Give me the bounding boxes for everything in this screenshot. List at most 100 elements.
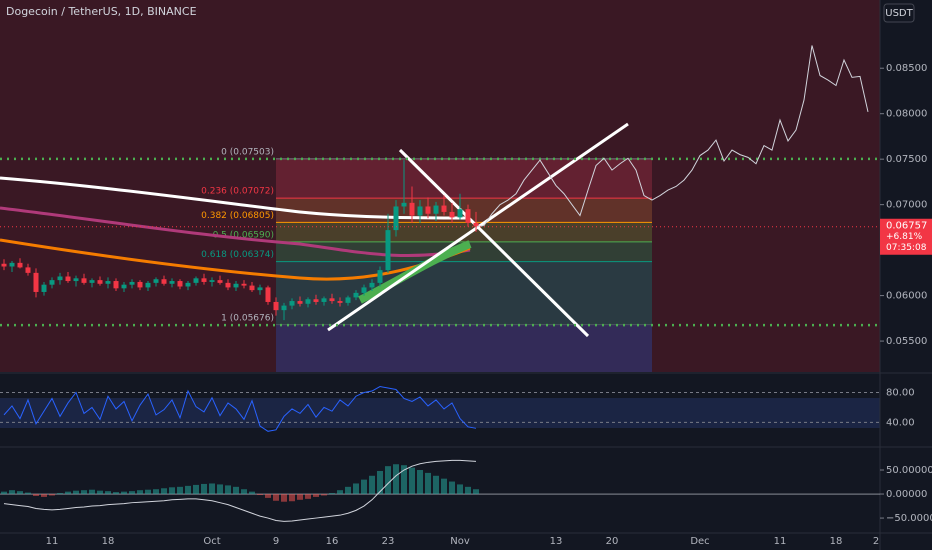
candle-body [305, 299, 311, 304]
candle-body [193, 278, 199, 283]
y-tick-label: 0.07000 [886, 200, 927, 211]
x-tick-label: 11 [774, 536, 787, 547]
candle-body [417, 206, 423, 216]
histogram-bar [65, 491, 71, 495]
histogram-bar [321, 494, 327, 496]
y-tick-label: 0.06000 [886, 291, 927, 302]
histogram-bar [433, 475, 439, 495]
trendline [398, 148, 590, 338]
candle-body [129, 281, 135, 285]
histogram-bar [73, 490, 79, 495]
histogram-bar [129, 491, 135, 495]
y-tick-label: 80.00 [886, 388, 915, 399]
histogram-bar [249, 491, 255, 495]
candle-body [329, 298, 335, 302]
histogram-bar [393, 464, 399, 495]
histogram-bar [345, 486, 351, 495]
candle-body [457, 209, 463, 218]
chart-title: Dogecoin / TetherUS, 1D, BINANCE [6, 5, 197, 18]
x-tick-label: 23 [382, 536, 395, 547]
histogram-bar [305, 494, 311, 499]
histogram-bar [201, 483, 207, 495]
y-tick-label: 0.00000 [886, 489, 927, 500]
moving-average [0, 176, 471, 220]
fib-label: 0.236 (0.07072) [201, 187, 274, 197]
candle-body [9, 262, 15, 267]
candle-body [441, 205, 447, 212]
candle-body [41, 284, 47, 292]
macd-line [3, 459, 477, 522]
x-tick-label: 20 [606, 536, 619, 547]
histogram-bar [257, 494, 263, 495]
histogram-bar [417, 470, 423, 495]
histogram-bar [409, 467, 415, 495]
rsi-line [3, 386, 477, 432]
histogram-bar [369, 475, 375, 495]
projection-line [475, 45, 869, 227]
candle-body [361, 287, 367, 293]
fib-band [276, 222, 652, 242]
histogram-bar [97, 490, 103, 495]
ribbon-line [0, 238, 471, 281]
candle-body [385, 230, 391, 271]
histogram-bar [89, 489, 95, 495]
histogram-bar [329, 493, 335, 495]
x-tick-label: Nov [450, 536, 470, 547]
histogram-bar [337, 490, 343, 495]
candle-body [465, 209, 471, 223]
candle-body [89, 280, 95, 283]
price-tag-value: 0.06757 [886, 221, 927, 232]
histogram-bar [177, 486, 183, 495]
candle-body [81, 278, 87, 283]
candle-body [121, 284, 127, 289]
histogram-bar [1, 491, 7, 495]
candle-body [201, 278, 207, 282]
ribbon-line [0, 206, 471, 258]
candle-body [281, 305, 287, 311]
y-tick-label: 0.08000 [886, 109, 927, 120]
histogram-bar [441, 478, 447, 495]
candle-body [33, 272, 39, 292]
candle-body [337, 301, 343, 303]
y-tick-label: 50.00000 [886, 465, 932, 476]
candle-body [25, 267, 31, 273]
histogram-bar [41, 494, 47, 497]
candle-body [105, 281, 111, 284]
histogram-bar [33, 494, 39, 496]
candle-body [209, 280, 215, 282]
price-tag-timer: 07:35:08 [886, 243, 927, 253]
candle-body [145, 282, 151, 288]
histogram-bar [377, 470, 383, 495]
candle-body [241, 283, 247, 286]
histogram-bar [297, 494, 303, 500]
histogram-bar [281, 494, 287, 502]
histogram-bar [25, 492, 31, 495]
price-tag [880, 218, 932, 255]
candle-body [97, 280, 103, 284]
histogram-bar [137, 490, 143, 495]
candle-body [225, 282, 231, 288]
x-tick-label: 16 [326, 536, 339, 547]
histogram-bar [145, 489, 151, 495]
rsi-band [0, 398, 880, 428]
fib-band [276, 261, 652, 326]
x-tick-label: 2 [873, 536, 879, 547]
histogram-bar [465, 486, 471, 495]
histogram-bar [449, 481, 455, 495]
candle-body [393, 206, 399, 231]
candle-body [369, 282, 375, 288]
currency-button[interactable] [883, 3, 915, 23]
candle-body [161, 279, 167, 284]
candle-body [345, 297, 351, 303]
y-tick-label: 0.08500 [886, 63, 927, 74]
histogram-bar [241, 489, 247, 495]
histogram-bar [353, 483, 359, 495]
candle-body [313, 299, 319, 302]
x-tick-label: Dec [690, 536, 709, 547]
histogram-bar [233, 486, 239, 495]
candle-body [449, 211, 455, 218]
y-tick-label: 0.07500 [886, 154, 927, 165]
histogram-bar [473, 489, 479, 495]
histogram-bar [49, 494, 55, 496]
